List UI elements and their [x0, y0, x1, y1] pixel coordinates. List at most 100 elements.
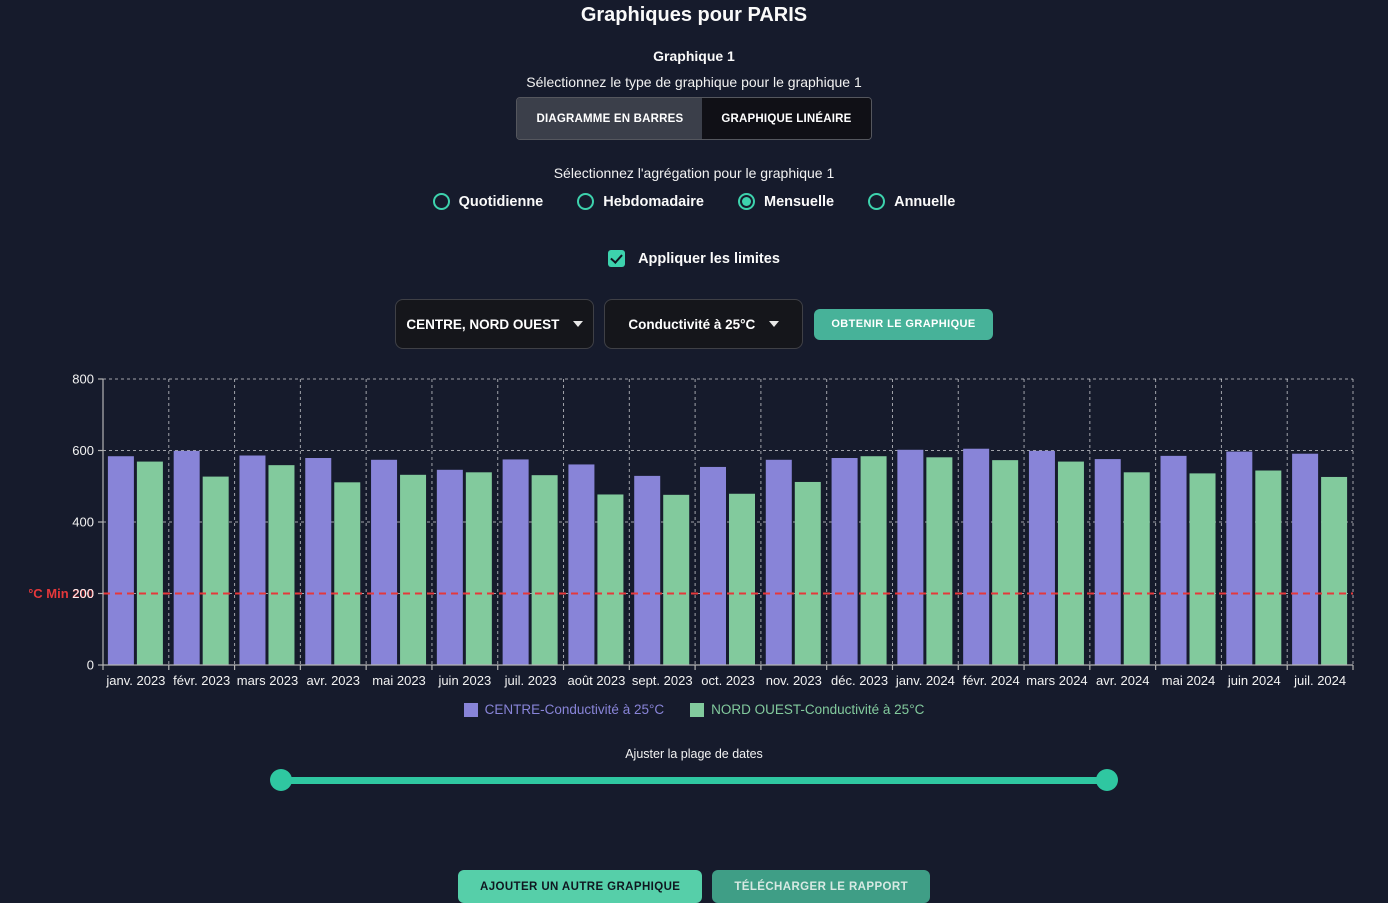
bar — [794, 482, 821, 666]
svg-text:mai 2023: mai 2023 — [372, 673, 425, 688]
bar — [502, 459, 529, 666]
bar — [465, 472, 492, 666]
svg-text:800: 800 — [72, 372, 94, 387]
svg-text:200: 200 — [72, 586, 94, 601]
svg-text:févr. 2023: févr. 2023 — [173, 673, 230, 688]
toggle-line-chart-button[interactable]: GRAPHIQUE LINÉAIRE — [702, 98, 871, 140]
bar — [371, 460, 398, 666]
bar — [963, 449, 990, 666]
apply-limits-checkbox[interactable]: Appliquer les limites — [608, 250, 780, 268]
bar — [992, 460, 1019, 666]
chart-container: 0 200 400 600 800 janv. 2023 févr. 2023 mars 20… — [28, 365, 1359, 718]
svg-text:400: 400 — [72, 515, 94, 530]
bar — [136, 461, 163, 666]
bar — [239, 455, 266, 666]
filters-row: CENTRE, NORD OUEST Conductivité à 25°C O… — [395, 299, 993, 350]
bar — [1123, 472, 1150, 666]
radio-icon — [868, 193, 886, 211]
radio-label: Hebdomadaire — [603, 193, 704, 210]
chart-type-label: Sélectionnez le type de graphique pour l… — [526, 74, 862, 91]
chevron-down-icon — [769, 321, 780, 328]
bar — [897, 450, 924, 666]
chart-subtitle: Graphique 1 — [653, 48, 735, 65]
bar — [1321, 477, 1348, 666]
legend-swatch-nord-ouest — [690, 702, 705, 717]
svg-text:nov. 2023: nov. 2023 — [766, 673, 822, 688]
parameter-select[interactable]: Conductivité à 25°C — [604, 299, 804, 350]
chevron-down-icon — [573, 321, 584, 328]
svg-text:août 2023: août 2023 — [567, 673, 625, 688]
bar — [400, 475, 427, 666]
checkbox-label: Appliquer les limites — [638, 250, 780, 267]
footer-actions: AJOUTER UN AUTRE GRAPHIQUE TÉLÉCHARGER L… — [457, 870, 931, 903]
svg-text:avr. 2023: avr. 2023 — [307, 673, 361, 688]
bar — [1094, 459, 1121, 666]
radio-icon — [577, 193, 595, 211]
svg-text:avr. 2024: avr. 2024 — [1096, 673, 1150, 688]
svg-text:juil. 2023: juil. 2023 — [504, 673, 557, 688]
zone-select-value: CENTRE, NORD OUEST — [406, 316, 560, 332]
bar — [305, 458, 332, 666]
slider-handle-end[interactable] — [1096, 769, 1118, 792]
radio-mensuelle[interactable]: Mensuelle — [737, 193, 835, 211]
radio-label: Mensuelle — [763, 193, 835, 210]
bar — [663, 495, 690, 666]
radio-hebdomadaire[interactable]: Hebdomadaire — [577, 193, 704, 211]
bar — [107, 456, 134, 666]
get-chart-button[interactable]: OBTENIR LE GRAPHIQUE — [814, 308, 993, 340]
chart-type-toggle-group: DIAGRAMME EN BARRES GRAPHIQUE LINÉAIRE — [516, 97, 872, 141]
svg-text:janv. 2024: janv. 2024 — [895, 673, 955, 688]
toggle-bar-chart-button[interactable]: DIAGRAMME EN BARRES — [517, 98, 703, 140]
svg-text:0: 0 — [87, 658, 94, 673]
svg-text:juil. 2024: juil. 2024 — [1293, 673, 1346, 688]
bar — [173, 451, 200, 666]
svg-text:oct. 2023: oct. 2023 — [701, 673, 755, 688]
svg-text:déc. 2023: déc. 2023 — [831, 673, 888, 688]
add-chart-button[interactable]: AJOUTER UN AUTRE GRAPHIQUE — [457, 870, 703, 903]
date-range-label: Ajuster la plage de dates — [625, 747, 763, 762]
svg-text:mai 2024: mai 2024 — [1162, 673, 1215, 688]
slider-handle-start[interactable] — [270, 769, 292, 792]
legend-item-centre: CENTRE-Conductivité à 25°C — [463, 702, 665, 718]
bar-chart: 0 200 400 600 800 janv. 2023 févr. 2023 mars 20… — [28, 365, 1359, 698]
svg-text:600: 600 — [72, 443, 94, 458]
bar — [268, 465, 295, 666]
bar — [926, 457, 953, 666]
bar — [860, 456, 887, 666]
svg-text:mars 2024: mars 2024 — [1026, 673, 1087, 688]
svg-text:juin 2024: juin 2024 — [1227, 673, 1281, 688]
svg-text:sept. 2023: sept. 2023 — [632, 673, 693, 688]
legend-swatch-centre — [463, 702, 478, 717]
date-range-slider[interactable] — [270, 768, 1118, 792]
bar — [1189, 473, 1216, 666]
radio-icon — [432, 193, 450, 211]
svg-text:févr. 2024: févr. 2024 — [963, 673, 1020, 688]
svg-text:mars 2023: mars 2023 — [237, 673, 298, 688]
radio-annuelle[interactable]: Annuelle — [868, 193, 956, 211]
bar — [1160, 456, 1187, 666]
svg-text:juin 2023: juin 2023 — [437, 673, 491, 688]
zone-select[interactable]: CENTRE, NORD OUEST — [395, 299, 595, 350]
checkbox-icon — [608, 250, 626, 268]
bar — [202, 476, 229, 666]
radio-label: Quotidienne — [458, 193, 544, 210]
bar — [765, 460, 792, 666]
svg-text:°C Min 200: °C Min 200 — [29, 586, 94, 601]
legend-label: CENTRE-Conductivité à 25°C — [484, 702, 665, 718]
download-report-button[interactable]: TÉLÉCHARGER LE RAPPORT — [712, 870, 931, 903]
bar — [729, 494, 755, 666]
slider-track[interactable] — [280, 777, 1108, 785]
radio-label: Annuelle — [894, 193, 956, 210]
bar — [436, 470, 463, 666]
chart-legend: CENTRE-Conductivité à 25°C NORD OUEST-Co… — [463, 702, 924, 718]
parameter-select-value: Conductivité à 25°C — [628, 316, 756, 332]
bar — [1226, 451, 1253, 666]
bar — [334, 482, 361, 666]
svg-text:200: 200 — [72, 586, 94, 601]
bar — [1028, 451, 1055, 666]
bar — [531, 475, 558, 666]
bar — [597, 494, 624, 666]
radio-quotidienne[interactable]: Quotidienne — [432, 193, 544, 211]
bar — [831, 458, 858, 666]
